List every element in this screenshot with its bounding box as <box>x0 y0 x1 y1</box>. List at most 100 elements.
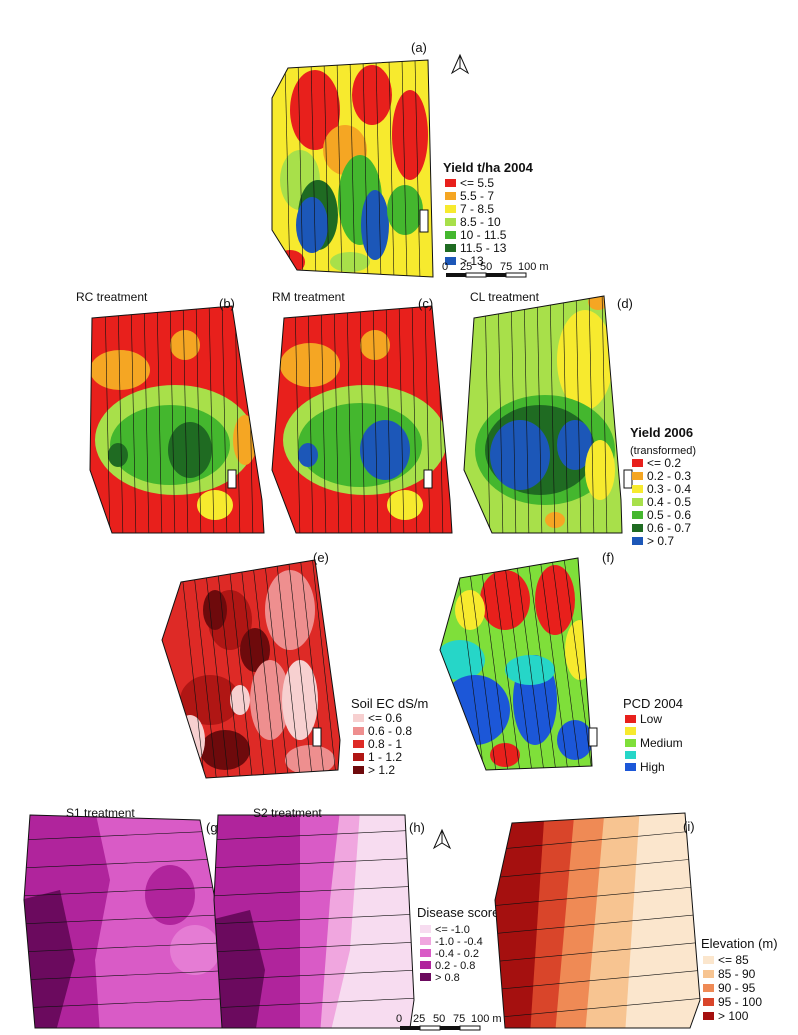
panel-title-d: CL treatment <box>470 290 540 304</box>
legend-label: <= 0.6 <box>368 711 402 725</box>
legend-swatch <box>420 937 431 945</box>
legend-yield-2004: Yield t/ha 2004 <= 5.55.5 - 77 - 8.58.5 … <box>443 160 534 268</box>
panel-title-h: S2 treatment <box>253 806 322 820</box>
legend-label: <= 0.2 <box>647 456 681 470</box>
legend-label: > 0.7 <box>647 534 674 548</box>
legend-title: Elevation (m) <box>701 936 778 951</box>
scale-tick: 25 <box>413 1013 425 1025</box>
legend-label: High <box>640 760 665 774</box>
legend-label: <= 85 <box>718 953 749 967</box>
map-panel-i <box>494 812 701 1029</box>
map-panel-b <box>89 305 265 534</box>
legend-label: > 100 <box>718 1009 749 1023</box>
legend-label: 8.5 - 10 <box>460 215 501 229</box>
legend-label: 0.2 - 0.3 <box>647 469 691 483</box>
legend-swatch <box>445 257 456 265</box>
legend-label: -1.0 - -0.4 <box>435 936 483 948</box>
legend-label: > 1.2 <box>368 763 395 777</box>
panel-title-g: S1 treatment <box>66 806 135 820</box>
legend-label: 10 - 11.5 <box>460 228 507 242</box>
legend-disease-score: Disease score <= -1.0-1.0 - -0.4-0.4 - 0… <box>417 905 499 984</box>
legend-label: Low <box>640 712 662 726</box>
legend-label: 0.8 - 1 <box>368 737 402 751</box>
legend-swatch <box>445 244 456 252</box>
scale-tick: 75 <box>453 1013 465 1025</box>
legend-label: <= 5.5 <box>460 176 494 190</box>
legend-label: 0.6 - 0.8 <box>368 724 412 738</box>
scale-tick: 0 <box>442 261 448 273</box>
legend-title: Yield 2006 <box>630 425 693 440</box>
legend-label: Medium <box>640 736 683 750</box>
map-panel-c <box>271 305 453 534</box>
legend-title: Yield t/ha 2004 <box>443 160 534 175</box>
scale-tick: 50 <box>433 1013 445 1025</box>
legend-swatch <box>632 498 643 506</box>
legend-label: <= -1.0 <box>435 924 470 936</box>
scale-tick: 100 m <box>518 261 549 273</box>
legend-swatch <box>625 727 636 735</box>
map-panel-d <box>463 295 633 534</box>
legend-swatch <box>703 998 714 1006</box>
legend-swatch <box>632 472 643 480</box>
legend-swatch <box>703 1012 714 1020</box>
legend-label: 85 - 90 <box>718 967 756 981</box>
legend-label: 0.5 - 0.6 <box>647 508 691 522</box>
legend-label: > 13 <box>460 254 484 268</box>
legend-swatch <box>353 740 364 748</box>
legend-title: Soil EC dS/m <box>351 696 428 711</box>
legend-swatch <box>420 949 431 957</box>
legend-label: 5.5 - 7 <box>460 189 494 203</box>
legend-label: 0.3 - 0.4 <box>647 482 691 496</box>
legend-swatch <box>420 973 431 981</box>
legend-swatch <box>625 751 636 759</box>
legend-label: 95 - 100 <box>718 995 762 1009</box>
legend-label: 90 - 95 <box>718 981 756 995</box>
map-panel-g <box>23 814 235 1029</box>
legend-swatch <box>625 763 636 771</box>
scale-bar-top: 0 25 50 75 100 m <box>442 261 549 278</box>
legend-swatch <box>353 714 364 722</box>
legend-swatch <box>353 766 364 774</box>
legend-swatch <box>445 218 456 226</box>
legend-swatch <box>420 961 431 969</box>
legend-label: 0.2 - 0.8 <box>435 960 475 972</box>
legend-swatch <box>420 925 431 933</box>
legend-swatch <box>632 537 643 545</box>
north-arrow-icon <box>450 53 470 75</box>
map-panel-h <box>213 814 415 1029</box>
legend-label: 0.4 - 0.5 <box>647 495 691 509</box>
legend-label: -0.4 - 0.2 <box>435 948 479 960</box>
scale-tick: 25 <box>460 261 472 273</box>
legend-swatch <box>625 739 636 747</box>
legend-swatch <box>353 753 364 761</box>
panel-tag-a: (a) <box>411 40 427 55</box>
legend-swatch <box>353 727 364 735</box>
legend-swatch <box>632 459 643 467</box>
scale-tick: 0 <box>396 1013 402 1025</box>
legend-swatch <box>445 192 456 200</box>
legend-subtitle: (transformed) <box>630 445 696 457</box>
legend-label: 11.5 - 13 <box>460 241 507 255</box>
panel-tag-e: (e) <box>313 550 329 565</box>
legend-pcd: PCD 2004 Low Medium High <box>623 696 683 774</box>
panel-tag-c: (c) <box>418 296 433 311</box>
panel-title-c: RM treatment <box>272 290 345 304</box>
legend-title: Disease score <box>417 905 499 920</box>
legend-swatch <box>703 970 714 978</box>
legend-soil-ec: Soil EC dS/m <= 0.60.6 - 0.80.8 - 11 - 1… <box>351 696 428 777</box>
legend-label: > 0.8 <box>435 972 460 984</box>
panel-tag-h: (h) <box>409 820 425 835</box>
panel-title-b: RC treatment <box>76 290 148 304</box>
north-arrow-icon <box>432 828 452 850</box>
legend-swatch <box>632 524 643 532</box>
scale-tick: 100 m <box>471 1013 502 1025</box>
legend-yield-2006: Yield 2006 (transformed) <= 0.20.2 - 0.3… <box>630 425 696 548</box>
map-panel-a <box>271 59 434 278</box>
legend-swatch <box>703 984 714 992</box>
scale-tick: 50 <box>480 261 492 273</box>
panel-tag-i: (i) <box>683 819 695 834</box>
scale-tick: 75 <box>500 261 512 273</box>
legend-swatch <box>632 485 643 493</box>
panel-tag-d: (d) <box>617 296 633 311</box>
